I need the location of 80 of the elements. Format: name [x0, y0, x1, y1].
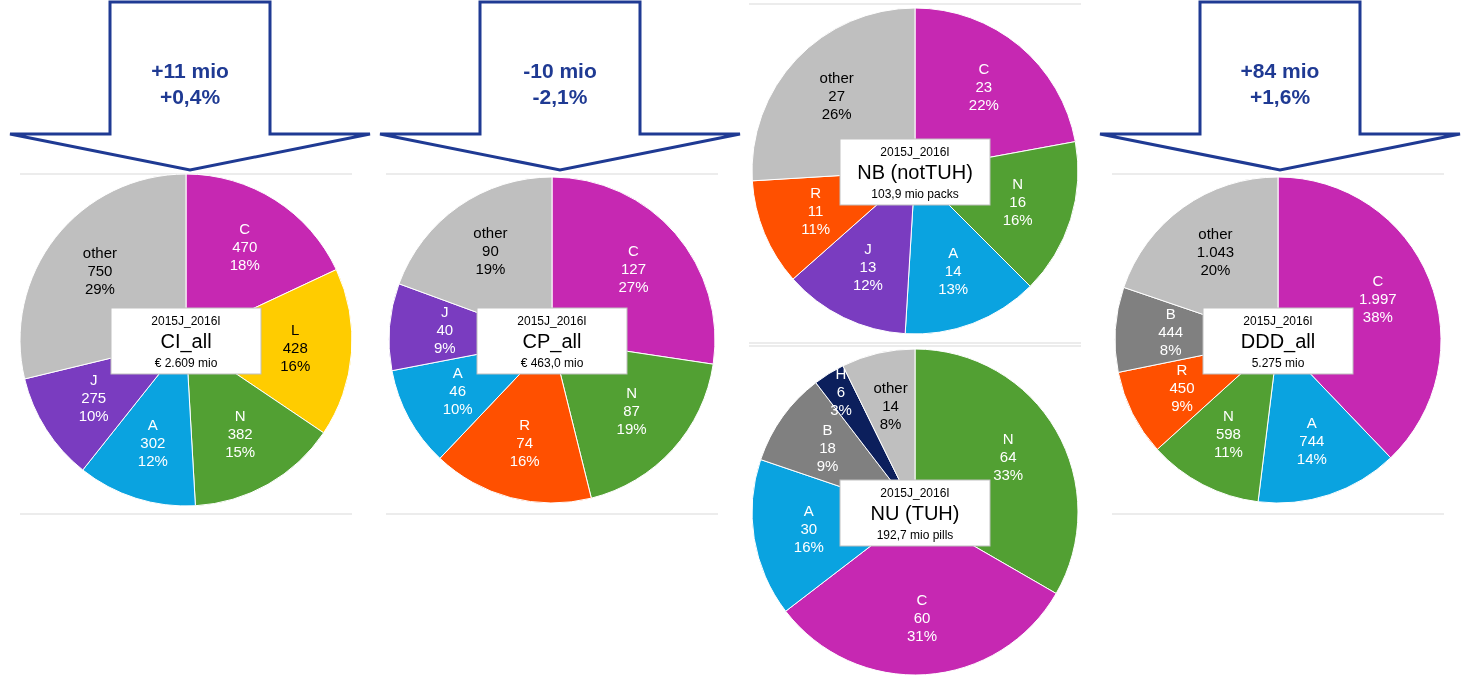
data-label: 87 19% — [616, 402, 647, 438]
text: 103,9 mio packs — [871, 187, 959, 202]
slice-label: J — [89, 370, 98, 388]
data-label: 74 16% — [509, 434, 540, 470]
text: +0,4% — [159, 84, 221, 108]
data-label: 750 29% — [84, 262, 115, 298]
data-label: 90 19% — [475, 241, 506, 277]
slice-label: other — [819, 69, 854, 87]
text: +84 mio — [1240, 58, 1320, 82]
slice-label: N — [626, 384, 638, 402]
data-label: 46 10% — [442, 381, 473, 417]
data-label: 16 16% — [1002, 192, 1033, 228]
text: NB (notTUH) — [857, 161, 973, 184]
slice-label: R — [1176, 360, 1188, 378]
data-label: 14 13% — [938, 261, 969, 297]
text: +1,6% — [1249, 84, 1311, 108]
data-label: 275 10% — [78, 388, 109, 424]
text: 2015J_2016I — [880, 486, 950, 501]
slice-label: B — [822, 421, 833, 439]
data-label: 1.997 38% — [1359, 289, 1397, 325]
slice-label: C — [1372, 271, 1384, 289]
data-label: 40 9% — [433, 321, 456, 357]
text: 5.275 mio — [1251, 356, 1305, 371]
text: CP_all — [522, 330, 582, 354]
slice-label: J — [441, 303, 449, 321]
text: € 2.609 mio — [154, 356, 218, 371]
data-label: 598 11% — [1213, 425, 1243, 461]
slice-label: H — [835, 364, 847, 382]
slice-label: R — [810, 184, 822, 202]
data-label: 428 16% — [280, 338, 311, 374]
data-label: 23 22% — [968, 78, 999, 114]
data-label: 302 12% — [137, 434, 168, 470]
slice-label: C — [628, 241, 640, 259]
text: -2,1% — [532, 84, 588, 108]
slice-label: A — [803, 501, 814, 519]
text: DDD_all — [1240, 330, 1316, 354]
text: 2015J_2016I — [517, 314, 587, 329]
data-label: 18 9% — [816, 439, 839, 475]
text: € 463,0 mio — [520, 356, 584, 371]
slice-label: other — [473, 223, 508, 241]
slice-label: other — [873, 379, 908, 397]
data-label: 14 8% — [879, 397, 902, 433]
slice-label: C — [978, 60, 990, 78]
data-label: 64 33% — [993, 448, 1024, 484]
text: CI_all — [160, 330, 212, 354]
data-label: 30 16% — [793, 519, 824, 555]
slice-label: A — [1306, 414, 1317, 432]
slice-label: L — [291, 320, 300, 338]
slice-label: other — [1198, 224, 1233, 242]
slice-label: C — [239, 219, 251, 237]
data-label: 470 18% — [229, 237, 260, 273]
slice-label: N — [1012, 174, 1024, 192]
data-label: 127 27% — [618, 259, 649, 295]
slice-label: A — [948, 243, 959, 261]
text: 2015J_2016I — [1243, 314, 1313, 329]
data-label: 744 14% — [1296, 432, 1327, 468]
slice-label: N — [1002, 430, 1014, 448]
text: NU (TUH) — [870, 502, 960, 525]
data-label: 13 12% — [852, 257, 883, 293]
slice-label: R — [519, 416, 531, 434]
data-label: 60 31% — [907, 609, 938, 645]
slice-label: C — [916, 591, 928, 609]
data-label: 382 15% — [225, 425, 256, 461]
data-label: 450 9% — [1169, 378, 1195, 414]
text: 192,7 mio pills — [876, 528, 954, 543]
data-label: 1.043 20% — [1196, 242, 1235, 278]
slice-label: other — [82, 244, 118, 262]
data-label: 11 11% — [801, 202, 831, 238]
slice-label: B — [1165, 305, 1176, 323]
text: -10 mio — [523, 58, 597, 82]
data-label: 444 8% — [1158, 323, 1184, 359]
text: 2015J_2016I — [151, 314, 221, 329]
slice-label: A — [452, 363, 463, 381]
text: 2015J_2016I — [880, 145, 950, 160]
slice-label: N — [1223, 407, 1234, 425]
slice-label: N — [234, 407, 246, 425]
slice-label: J — [864, 239, 872, 257]
data-label: 27 26% — [821, 87, 852, 123]
slice-label: A — [147, 416, 158, 434]
text: +11 mio — [151, 58, 229, 82]
